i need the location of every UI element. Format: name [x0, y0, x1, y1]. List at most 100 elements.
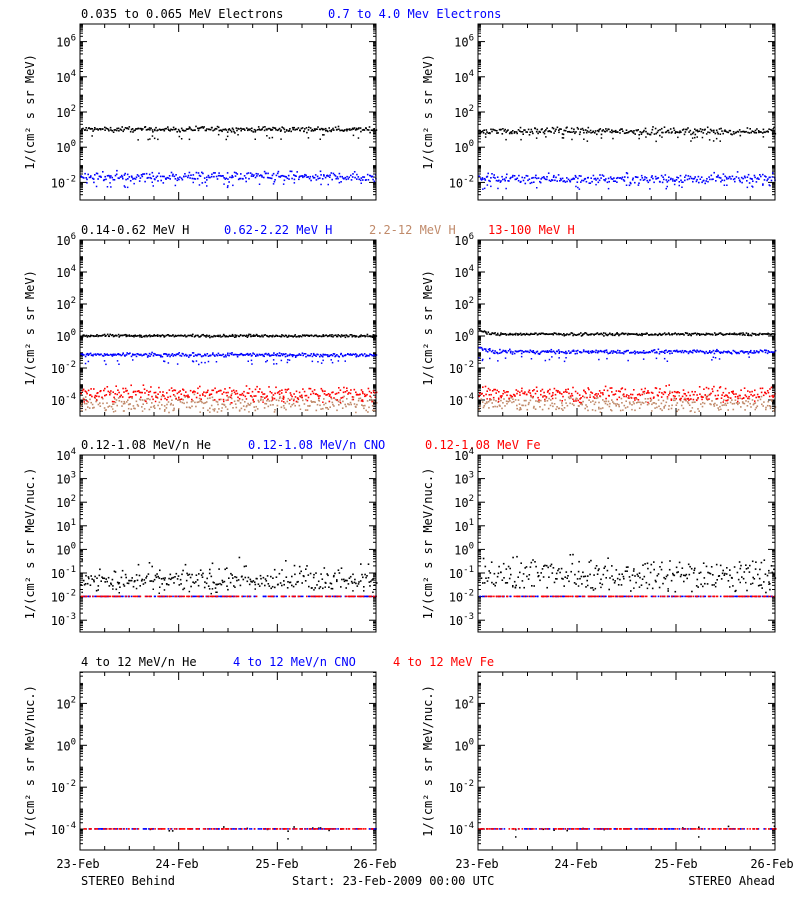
data-point	[143, 353, 145, 356]
data-point	[363, 334, 366, 337]
data-point	[736, 352, 738, 355]
data-point	[298, 391, 301, 394]
data-point	[189, 177, 191, 179]
data-point	[576, 392, 579, 395]
data-point	[138, 127, 140, 130]
data-point	[87, 406, 89, 408]
data-point	[660, 174, 663, 177]
data-point	[556, 350, 559, 353]
data-point	[517, 390, 519, 393]
data-point	[128, 126, 131, 128]
data-point	[492, 349, 494, 352]
data-point	[544, 350, 547, 353]
data-point	[91, 128, 93, 130]
data-point	[121, 126, 123, 128]
data-point	[267, 172, 269, 175]
data-point	[767, 332, 769, 335]
data-point	[126, 173, 129, 176]
data-point	[709, 178, 711, 181]
data-point	[718, 332, 721, 335]
data-point	[529, 349, 532, 352]
data-point	[341, 335, 344, 337]
y-tick-label: 100	[56, 139, 76, 155]
data-point	[507, 180, 509, 182]
y-tick-base: 10	[51, 176, 65, 190]
data-point	[579, 351, 581, 353]
data-point	[262, 355, 265, 357]
data-point	[535, 174, 537, 177]
data-point	[699, 128, 702, 130]
data-point	[123, 128, 125, 131]
data-point	[549, 388, 551, 391]
data-point	[701, 396, 703, 398]
data-point	[366, 173, 369, 176]
data-point	[585, 131, 588, 134]
data-point	[706, 398, 708, 400]
data-point	[82, 397, 85, 400]
data-point	[564, 181, 567, 183]
data-point	[575, 334, 578, 336]
data-point	[218, 335, 220, 338]
data-point	[328, 400, 331, 403]
data-point	[90, 388, 92, 390]
data-point	[519, 394, 521, 396]
data-point	[573, 333, 575, 336]
data-point	[663, 407, 665, 409]
data-point	[505, 131, 507, 134]
data-point	[92, 354, 94, 357]
y-tick-base: 10	[56, 330, 70, 344]
data-point	[107, 174, 110, 177]
data-point	[245, 335, 247, 337]
data-point	[589, 394, 591, 396]
data-point	[337, 400, 340, 403]
data-point	[290, 405, 292, 408]
y-tick-exponent: 6	[71, 232, 76, 242]
data-point	[112, 408, 114, 410]
data-point	[227, 391, 229, 394]
data-point	[216, 411, 219, 413]
y-tick-exponent: 0	[469, 139, 474, 149]
data-point	[108, 405, 111, 407]
data-point	[119, 128, 122, 131]
data-point	[482, 188, 484, 190]
data-point	[709, 393, 711, 396]
data-point	[110, 129, 112, 131]
data-point	[520, 390, 523, 392]
data-point	[211, 335, 213, 338]
data-point	[144, 335, 146, 338]
data-point	[347, 128, 349, 131]
data-point	[129, 396, 132, 398]
data-point	[140, 128, 143, 130]
data-point	[261, 128, 263, 130]
data-point	[182, 389, 185, 391]
data-point	[285, 176, 287, 178]
data-point	[696, 349, 698, 352]
data-point	[124, 186, 126, 188]
data-point	[681, 181, 683, 183]
data-point	[761, 403, 763, 406]
data-point	[141, 354, 143, 357]
data-point	[152, 185, 154, 187]
data-point	[606, 351, 608, 353]
data-point	[323, 175, 325, 177]
data-point	[320, 408, 322, 410]
y-tick-exponent: 2	[469, 104, 474, 114]
data-point	[173, 354, 176, 356]
data-point	[606, 181, 609, 184]
data-point	[353, 403, 356, 405]
data-point	[284, 402, 287, 405]
data-point	[516, 350, 518, 353]
data-point	[637, 184, 640, 186]
data-point	[707, 394, 710, 397]
data-point	[126, 389, 128, 392]
data-point	[366, 393, 368, 396]
data-point	[123, 334, 126, 336]
data-point	[724, 129, 726, 131]
data-point	[323, 398, 325, 400]
data-point	[592, 351, 594, 353]
data-point	[495, 400, 497, 402]
data-point	[484, 402, 487, 405]
data-point	[493, 399, 495, 401]
data-point	[642, 350, 645, 352]
data-point	[319, 355, 321, 358]
